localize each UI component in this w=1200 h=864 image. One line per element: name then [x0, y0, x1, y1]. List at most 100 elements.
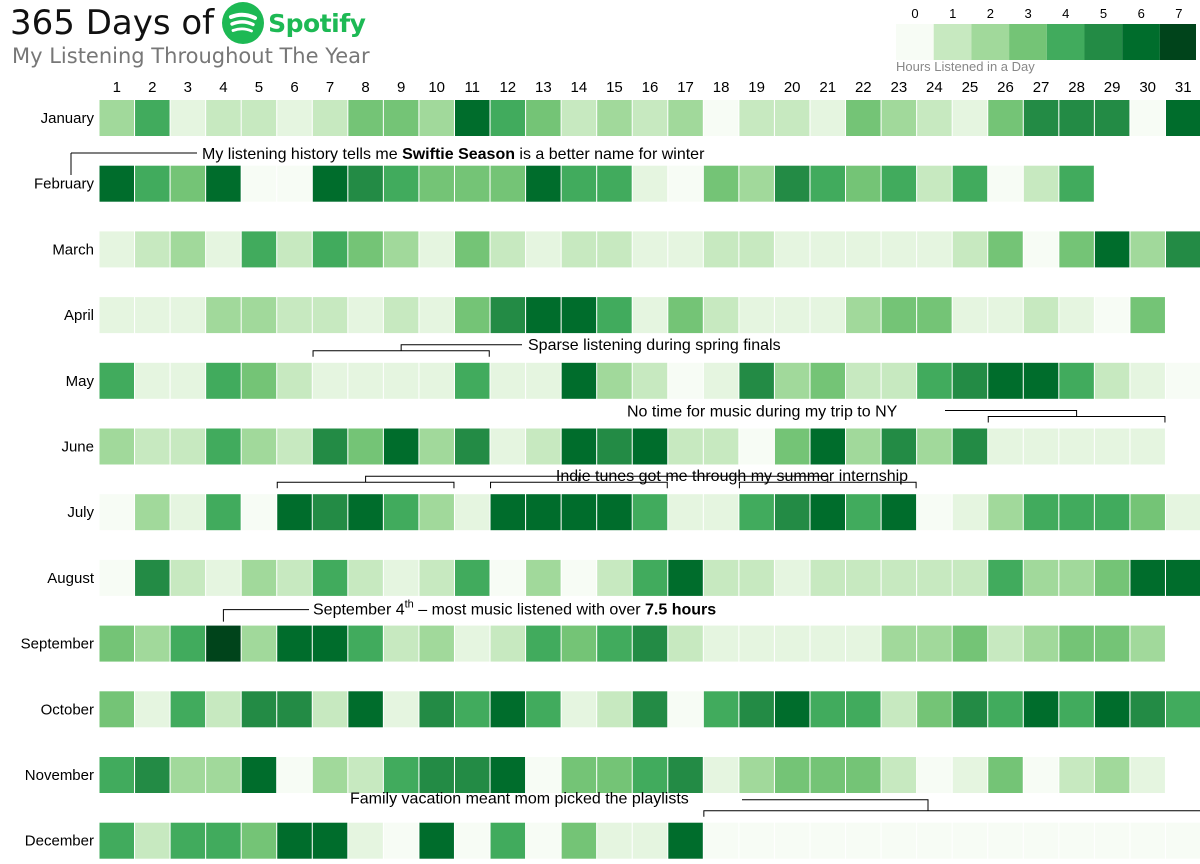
heatmap-cell: [952, 494, 988, 531]
heatmap-cell: [632, 297, 668, 334]
heatmap-cell: [348, 494, 383, 531]
heatmap-cell: [668, 297, 703, 334]
heatmap-cell: [1059, 822, 1094, 859]
heatmap-cell: [561, 297, 597, 334]
heatmap-cell: [455, 362, 490, 399]
heatmap-cell: [810, 165, 845, 202]
heatmap-cell: [490, 297, 526, 334]
month-label: October: [41, 701, 94, 718]
heatmap-cell: [241, 691, 277, 728]
heatmap-cell: [419, 494, 454, 531]
heatmap-cell: [526, 494, 561, 531]
heatmap-cell: [526, 100, 561, 136]
legend-swatch: [1009, 24, 1047, 60]
heatmap-cell: [526, 822, 561, 859]
heatmap-cell: [490, 231, 526, 268]
heatmap-cell: [490, 757, 526, 793]
heatmap-cell: [1023, 100, 1059, 136]
heatmap-cell: [1094, 757, 1130, 793]
heatmap-cell: [1023, 428, 1059, 465]
heatmap-cell: [632, 822, 668, 859]
day-label: 26: [997, 79, 1014, 96]
heatmap-cell: [135, 691, 170, 728]
heatmap-cell: [206, 297, 241, 334]
heatmap-cell: [170, 428, 206, 465]
heatmap-cell: [988, 494, 1023, 531]
heatmap-cell: [739, 297, 774, 334]
heatmap-cell: [917, 362, 952, 399]
day-label: 17: [677, 79, 694, 96]
annotation-bracket: [365, 475, 829, 483]
month-label: November: [25, 767, 94, 784]
chart-title: 365 Days of: [10, 3, 215, 43]
heatmap-cell: [703, 165, 739, 202]
heatmap-cell: [561, 165, 597, 202]
day-label: 2: [148, 79, 156, 96]
heatmap-cell: [348, 757, 383, 793]
title-line: 365 Days of Spotify: [10, 2, 366, 44]
annotation-bracket: [987, 416, 1166, 423]
heatmap-cell: [774, 100, 810, 136]
heatmap-cell: [206, 165, 241, 202]
annotations: My listening history tells me Swiftie Se…: [70, 146, 1200, 817]
heatmap-cell: [1059, 231, 1094, 268]
heatmap-cell: [99, 231, 134, 268]
heatmap-cell: [419, 362, 454, 399]
heatmap-cell: [810, 691, 845, 728]
heatmap-cell: [99, 165, 134, 202]
heatmap-cell: [917, 625, 952, 662]
day-label: 5: [255, 79, 263, 96]
heatmap-cell: [1094, 231, 1130, 268]
heatmap-cell: [1059, 691, 1094, 728]
heatmap-cell: [810, 757, 845, 793]
annotation-bracket: [222, 609, 309, 622]
heatmap-cell: [846, 625, 881, 662]
heatmap-cell: [1059, 362, 1094, 399]
heatmap-cell: [597, 297, 632, 334]
month-label: May: [66, 373, 95, 390]
heatmap-cell: [526, 231, 561, 268]
month-label: March: [52, 241, 94, 258]
heatmap-cell: [632, 494, 668, 531]
annotation-bracket: [276, 481, 455, 489]
day-label: 12: [499, 79, 516, 96]
heatmap-cell: [881, 362, 917, 399]
heatmap-cell: [1023, 559, 1059, 596]
day-label: 29: [1104, 79, 1121, 96]
heatmap-cell: [917, 231, 952, 268]
heatmap-cell: [988, 362, 1023, 399]
heatmap-cell: [1059, 625, 1094, 662]
heatmap-cell: [241, 362, 277, 399]
day-label: 19: [748, 79, 765, 96]
heatmap-cell: [774, 559, 810, 596]
heatmap-cell: [988, 757, 1023, 793]
heatmap-cell: [988, 231, 1023, 268]
heatmap-cell: [1130, 625, 1165, 662]
heatmap-cell: [881, 297, 917, 334]
heatmap-cell: [383, 494, 419, 531]
heatmap-cell: [703, 362, 739, 399]
heatmap-cell: [383, 559, 419, 596]
heatmap-cell: [846, 362, 881, 399]
heatmap-cell: [846, 428, 881, 465]
heatmap-cell: [170, 165, 206, 202]
day-label: 16: [642, 79, 659, 96]
day-label: 18: [713, 79, 730, 96]
heatmap-cell: [206, 757, 241, 793]
heatmap-cell: [703, 559, 739, 596]
heatmap-cell: [774, 822, 810, 859]
heatmap-cell: [526, 428, 561, 465]
heatmap-cell: [739, 231, 774, 268]
heatmap-cell: [739, 691, 774, 728]
heatmap-cell: [348, 231, 383, 268]
heatmap-cell: [952, 231, 988, 268]
heatmap-cell: [348, 625, 383, 662]
heatmap-cell: [419, 297, 454, 334]
heatmap-cell: [668, 100, 703, 136]
heatmap-cell: [774, 757, 810, 793]
day-label: 24: [926, 79, 943, 96]
heatmap-cell: [1094, 428, 1130, 465]
heatmap-cell: [668, 757, 703, 793]
day-label: 6: [290, 79, 298, 96]
month-label: April: [64, 307, 94, 324]
